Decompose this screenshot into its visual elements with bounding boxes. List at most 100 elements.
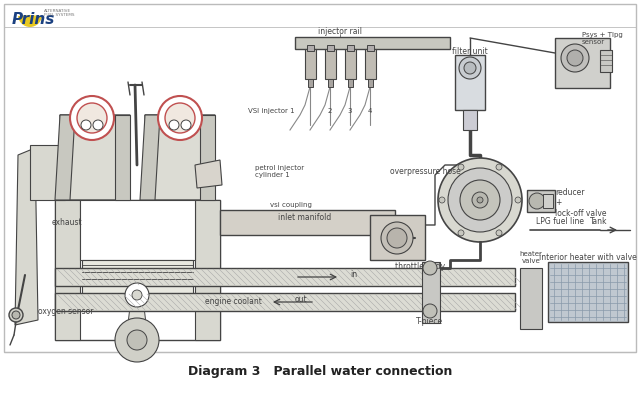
Bar — [295, 37, 450, 49]
Bar — [527, 190, 555, 212]
Text: LPG fuel line: LPG fuel line — [536, 217, 584, 226]
Bar — [55, 268, 515, 286]
Bar — [328, 79, 333, 87]
Circle shape — [165, 103, 195, 133]
Circle shape — [458, 230, 464, 236]
Polygon shape — [15, 148, 38, 325]
Bar — [455, 55, 485, 110]
Bar — [365, 49, 376, 79]
Circle shape — [561, 44, 589, 72]
Polygon shape — [126, 307, 148, 340]
Circle shape — [438, 158, 522, 242]
Polygon shape — [195, 160, 222, 188]
Polygon shape — [55, 200, 220, 340]
Polygon shape — [80, 200, 195, 260]
Text: in: in — [350, 270, 357, 279]
Circle shape — [70, 96, 114, 140]
Bar — [543, 194, 553, 208]
Circle shape — [115, 318, 159, 362]
Circle shape — [387, 228, 407, 248]
Text: out: out — [295, 295, 308, 304]
Bar — [548, 262, 628, 322]
Text: vsi coupling: vsi coupling — [270, 202, 312, 208]
Circle shape — [529, 193, 545, 209]
Text: inlet manifold: inlet manifold — [278, 214, 332, 222]
Bar — [422, 262, 440, 323]
Bar — [220, 210, 395, 235]
Bar — [55, 293, 515, 311]
Text: 3: 3 — [348, 108, 352, 114]
Bar — [4, 4, 636, 352]
Circle shape — [464, 62, 476, 74]
Bar — [368, 79, 373, 87]
Circle shape — [77, 103, 107, 133]
Circle shape — [515, 197, 521, 203]
Circle shape — [439, 197, 445, 203]
Circle shape — [448, 168, 512, 232]
Polygon shape — [115, 115, 130, 200]
Circle shape — [472, 192, 488, 208]
Circle shape — [496, 164, 502, 170]
Circle shape — [93, 120, 103, 130]
Text: ALTERNATIVE
FUEL SYSTEMS: ALTERNATIVE FUEL SYSTEMS — [44, 9, 74, 17]
Bar — [305, 49, 316, 79]
Bar — [600, 50, 612, 72]
Circle shape — [460, 180, 500, 220]
Circle shape — [132, 290, 142, 300]
Text: reducer
+
lock-off valve: reducer + lock-off valve — [555, 188, 607, 218]
Text: Tank: Tank — [590, 217, 607, 226]
Bar — [327, 45, 334, 51]
Polygon shape — [200, 115, 215, 200]
Circle shape — [458, 164, 464, 170]
Circle shape — [125, 283, 149, 307]
Circle shape — [127, 330, 147, 350]
Circle shape — [169, 120, 179, 130]
Text: Psys + Tlpg
sensor: Psys + Tlpg sensor — [582, 32, 623, 45]
Bar — [347, 45, 354, 51]
Bar — [348, 79, 353, 87]
Text: injector rail: injector rail — [318, 28, 362, 36]
Bar — [308, 79, 313, 87]
Bar — [555, 38, 610, 88]
Polygon shape — [140, 115, 160, 200]
Bar — [307, 45, 314, 51]
Text: Prins: Prins — [12, 13, 56, 28]
Text: Diagram 3   Parallel water connection: Diagram 3 Parallel water connection — [188, 365, 452, 378]
Bar — [367, 45, 374, 51]
Text: engine coolant: engine coolant — [205, 297, 262, 307]
Polygon shape — [82, 260, 193, 310]
Polygon shape — [145, 115, 215, 200]
Wedge shape — [18, 15, 42, 27]
Circle shape — [81, 120, 91, 130]
Text: filter unit: filter unit — [452, 47, 488, 56]
Bar — [370, 215, 425, 260]
Circle shape — [567, 50, 583, 66]
Polygon shape — [55, 115, 75, 200]
Polygon shape — [30, 145, 65, 200]
Circle shape — [459, 57, 481, 79]
Circle shape — [12, 311, 20, 319]
Circle shape — [423, 304, 437, 318]
Circle shape — [158, 96, 202, 140]
Circle shape — [381, 222, 413, 254]
Text: 2: 2 — [328, 108, 332, 114]
Circle shape — [9, 308, 23, 322]
Text: heater
valve: heater valve — [520, 251, 543, 264]
Bar — [463, 110, 477, 130]
Polygon shape — [55, 200, 80, 340]
Text: interior heater with valve: interior heater with valve — [539, 252, 637, 261]
Circle shape — [181, 120, 191, 130]
Polygon shape — [195, 200, 220, 340]
Text: throttle body: throttle body — [395, 262, 445, 271]
Text: exhaust: exhaust — [52, 218, 83, 227]
Polygon shape — [60, 115, 130, 200]
Circle shape — [477, 197, 483, 203]
Text: 4: 4 — [368, 108, 372, 114]
Text: overpressure hose: overpressure hose — [390, 167, 461, 177]
Bar — [576, 225, 626, 236]
Bar — [520, 268, 542, 329]
Circle shape — [423, 261, 437, 275]
Bar — [325, 49, 336, 79]
Circle shape — [496, 230, 502, 236]
Bar — [345, 49, 356, 79]
